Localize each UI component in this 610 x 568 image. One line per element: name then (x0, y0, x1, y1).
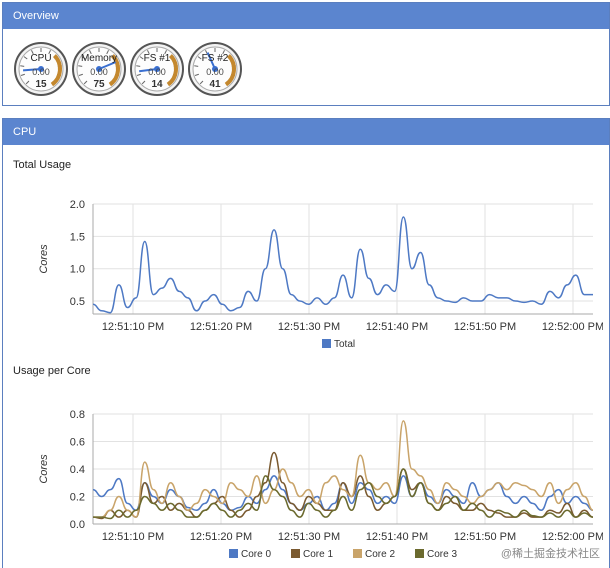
gauge-label: FS #1 (144, 53, 171, 64)
gauge-hub (96, 66, 102, 72)
gauge-needle (139, 68, 158, 73)
gauge-tick (139, 56, 144, 60)
gauge-needle (22, 68, 42, 72)
gauge-band (166, 54, 178, 87)
gauge-memory: Memory 0.00 75 (72, 42, 126, 96)
x-tick-label: 12:51:40 PM (366, 531, 428, 543)
y-tick-label: 2.0 (70, 199, 85, 211)
gauge-tick (25, 80, 30, 85)
legend-label: Total (334, 339, 355, 350)
x-tick-label: 12:51:50 PM (454, 531, 516, 543)
total-usage-chart: 0.5 1.0 1.5 2.0 12:51:10 PM 12:51:20 PM 12:51:… (38, 199, 603, 350)
gauge-tick (78, 65, 83, 67)
gauge-label: FS #2 (202, 53, 229, 64)
gauge-hub (154, 66, 160, 72)
gauge-fs-2: FS #2 0.00 41 (188, 42, 242, 96)
x-tick-label: 12:51:10 PM (102, 531, 164, 543)
gauge-band (108, 54, 120, 87)
gauge-band (224, 54, 236, 87)
gauge-value: 14 (151, 79, 163, 90)
gauge-band (50, 54, 62, 87)
x-tick-label: 12:51:20 PM (190, 531, 252, 543)
legend-swatch (322, 339, 331, 348)
gauge-hub (212, 66, 218, 72)
cpu-panel: CPU Total Usage 0.5 1.0 1.5 2.0 12:51:10 PM 1… (2, 118, 610, 568)
gauges-row: CPU 0.00 15 Memory 0.00 75 FS #1 0.00 14 FS #2 0.0… (14, 42, 242, 96)
series-line-core-3 (93, 468, 594, 520)
overview-header: Overview (3, 3, 609, 29)
gauge-tick (147, 50, 150, 55)
legend-label: Core 3 (427, 549, 457, 560)
gauge-value: 41 (209, 79, 221, 90)
legend-swatch (229, 549, 238, 558)
gauge-hub (38, 66, 44, 72)
y-tick-label: 1.5 (70, 231, 85, 243)
gauge-center-readout: 0.00 (90, 67, 108, 77)
gauge-label: Memory (81, 53, 117, 64)
gauge-tick (89, 50, 92, 55)
gauge-tick (31, 50, 34, 55)
gauge-tick (194, 73, 199, 76)
series-line-core-1 (92, 451, 594, 520)
gauge-fs-1: FS #1 0.00 14 (130, 42, 184, 96)
gauge-tick (194, 65, 199, 67)
x-tick-label: 12:51:40 PM (366, 321, 428, 333)
gauge-tick (78, 73, 83, 76)
y-tick-label: 0.4 (70, 464, 85, 476)
cpu-header: CPU (3, 119, 609, 145)
gauge-tick (20, 65, 25, 67)
watermark: @稀土掘金技术社区 (500, 548, 600, 560)
overview-panel: Overview CPU 0.00 15 Memory 0.00 75 FS #1 0.00 1… (2, 2, 610, 106)
legend-label: Core 1 (303, 549, 333, 560)
gauge-label: CPU (30, 53, 51, 64)
gauge-tick (164, 50, 167, 55)
x-tick-label: 12:51:10 PM (102, 321, 164, 333)
gauge-tick (141, 80, 146, 85)
legend-swatch (415, 549, 424, 558)
gauge-value: 15 (35, 79, 47, 90)
gauge-tick (23, 56, 28, 60)
gauge-value: 75 (93, 79, 105, 90)
y-tick-label: 0.0 (70, 519, 85, 531)
x-tick-label: 12:52:00 PM (542, 531, 603, 543)
gauge-cpu: CPU 0.00 15 (14, 42, 68, 96)
y-tick-label: 1.0 (70, 264, 85, 276)
gauge-center-readout: 0.00 (32, 67, 50, 77)
gauge-center-readout: 0.00 (148, 67, 166, 77)
x-tick-label: 12:52:00 PM (542, 321, 603, 333)
legend-label: Core 0 (241, 549, 271, 560)
gauge-tick (20, 73, 25, 76)
gauge-tick (83, 80, 88, 85)
y-tick-label: 0.8 (70, 409, 85, 421)
gauge-tick (222, 50, 225, 55)
x-tick-label: 12:51:30 PM (278, 531, 340, 543)
y-tick-label: 0.5 (70, 296, 85, 308)
legend-swatch (353, 549, 362, 558)
total-usage-title: Total Usage (13, 159, 72, 171)
y-tick-label: 0.2 (70, 492, 85, 504)
gauge-tick (136, 73, 141, 76)
per-core-title: Usage per Core (13, 365, 91, 377)
gauge-tick (199, 80, 204, 85)
series-line-core-2 (93, 420, 594, 518)
x-tick-label: 12:51:30 PM (278, 321, 340, 333)
y-axis-label: Cores (38, 454, 50, 484)
gauge-tick (136, 65, 141, 67)
gauge-tick (106, 50, 109, 55)
legend-swatch (291, 549, 300, 558)
series-line-total (92, 216, 593, 314)
legend-label: Core 2 (365, 549, 395, 560)
gauge-tick (197, 56, 202, 60)
y-axis-label: Cores (38, 244, 50, 274)
gauge-tick (81, 56, 86, 60)
x-tick-label: 12:51:20 PM (190, 321, 252, 333)
gauge-tick (48, 50, 51, 55)
gauge-center-readout: 0.00 (206, 67, 224, 77)
x-tick-label: 12:51:50 PM (454, 321, 516, 333)
per-core-chart: 0.0 0.2 0.4 0.6 0.8 12:51:10 PM 12:51:20 PM 12:… (38, 409, 603, 560)
y-tick-label: 0.6 (70, 437, 85, 449)
